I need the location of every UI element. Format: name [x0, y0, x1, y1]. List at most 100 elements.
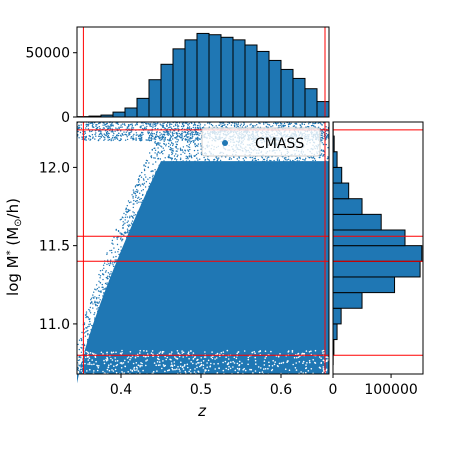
top-histogram-bar [184, 39, 198, 118]
scatter-gap [193, 356, 196, 359]
scatter-gap [322, 349, 325, 352]
scatter-gap [161, 367, 163, 370]
scatter-point [173, 125, 175, 128]
scatter-point [92, 325, 94, 327]
scatter-point [185, 155, 187, 157]
scatter-point [278, 160, 280, 162]
scatter-point [204, 124, 206, 126]
scatter-gap [286, 361, 288, 364]
scatter-point [84, 136, 86, 138]
right-histogram-bar [332, 245, 423, 262]
scatter-point [270, 165, 272, 167]
scatter-point [118, 253, 120, 256]
scatter-gap [157, 364, 160, 367]
scatter-point [279, 124, 281, 127]
scatter-point [174, 128, 176, 130]
scatter-point [257, 159, 259, 161]
scatter-point [154, 138, 157, 140]
scatter-point [187, 149, 189, 151]
scatter-point [142, 124, 144, 127]
scatter-point [230, 165, 232, 168]
scatter-point [138, 210, 141, 213]
scatter-point [320, 139, 322, 141]
scatter-point [198, 164, 201, 167]
scatter-point [116, 265, 119, 267]
scatter-point [83, 138, 86, 141]
scatter-point [288, 122, 290, 124]
scatter-point [92, 294, 94, 296]
scatter-point [98, 139, 100, 141]
scatter-point [137, 215, 139, 218]
scatter-point [218, 124, 220, 127]
scatter-point [296, 160, 298, 162]
scatter-point [252, 159, 254, 161]
scatter-point [230, 163, 233, 166]
scatter-point [305, 157, 307, 159]
scatter-point [135, 196, 137, 198]
scatter-gap [207, 369, 210, 372]
scatter-gap [204, 351, 206, 353]
scatter-point [161, 150, 163, 152]
scatter-gap [321, 350, 324, 352]
scatter-point [95, 298, 98, 300]
scatter-point [130, 201, 132, 203]
scatter-gap [127, 371, 129, 373]
scatter-point [171, 152, 174, 154]
scatter-point [116, 238, 119, 240]
scatter-point [194, 161, 196, 164]
top-histogram-bar [160, 63, 174, 118]
scatter-point [127, 208, 129, 211]
scatter-point [101, 134, 104, 137]
scatter-point [93, 291, 95, 293]
scatter-point [232, 122, 234, 124]
scatter-point [99, 305, 101, 307]
scatter-point [170, 135, 172, 138]
scatter-point [273, 159, 275, 162]
scatter-gap [179, 365, 182, 368]
scatter-gap [106, 356, 108, 359]
scatter-point [172, 133, 174, 135]
scatter-gap [211, 351, 213, 353]
scatter-gap [172, 368, 174, 371]
scatter-point [104, 138, 106, 140]
scatter-gap [258, 371, 261, 374]
scatter-point [305, 164, 308, 167]
scatter-gap [312, 359, 315, 361]
scatter-gap [237, 371, 239, 374]
scatter-point [249, 124, 251, 126]
scatter-point [149, 124, 151, 126]
scatter-point [131, 130, 133, 132]
scatter-point [151, 130, 153, 132]
scatter-point [325, 133, 328, 135]
scatter-point [197, 159, 199, 161]
scatter-point [162, 125, 164, 128]
scatter-point [102, 288, 104, 291]
scatter-point [120, 126, 122, 128]
scatter-point [109, 126, 111, 128]
scatter-point [85, 313, 88, 315]
scatter-point [313, 122, 315, 125]
scatter-gap [181, 352, 184, 354]
scatter-point [268, 164, 270, 167]
scatter-point [95, 319, 97, 321]
scatter-point [111, 262, 114, 264]
scatter-gap [133, 366, 136, 369]
scatter-point [102, 264, 105, 266]
scatter-point [119, 252, 122, 254]
scatter-point [91, 126, 94, 128]
scatter-gap [225, 367, 227, 370]
scatter-gap [177, 352, 180, 355]
scatter-point [80, 337, 82, 340]
scatter-point [160, 133, 162, 135]
scatter-gap [203, 356, 206, 358]
scatter-point [135, 132, 138, 134]
scatter-point [272, 125, 274, 127]
scatter-point [87, 341, 89, 343]
scatter-point [311, 166, 313, 168]
scatter-gap [301, 352, 304, 355]
scatter-point [176, 135, 179, 137]
scatter-point [139, 174, 141, 177]
scatter-point [192, 140, 194, 142]
scatter-point [109, 280, 111, 283]
y-axis-label: log M* (M⊙/h) [4, 198, 24, 296]
